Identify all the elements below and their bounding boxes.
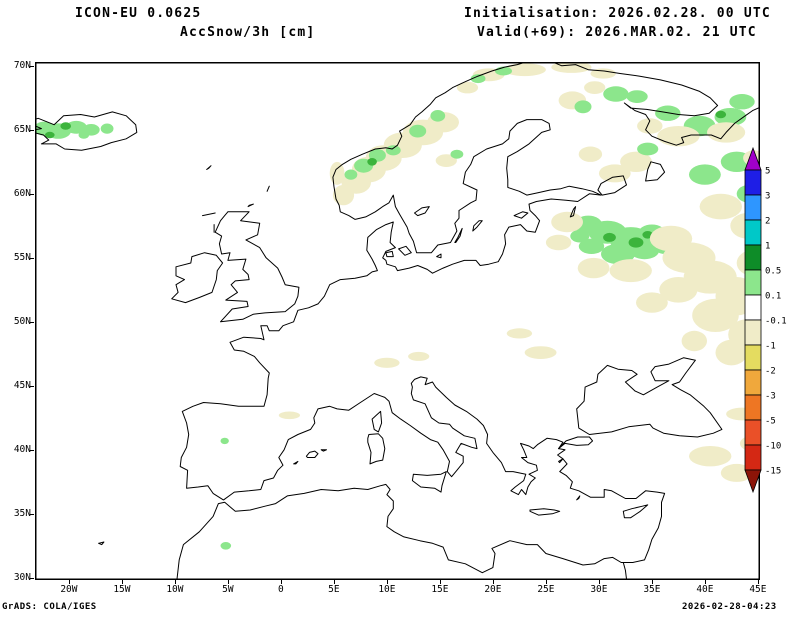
coastline-layer bbox=[35, 62, 760, 580]
lon-tick-mark bbox=[68, 580, 70, 584]
lon-tick-mark bbox=[333, 580, 335, 584]
colorbar-tick-label: -3 bbox=[765, 392, 776, 402]
lon-tick-mark bbox=[492, 580, 494, 584]
lon-tick-mark bbox=[704, 580, 706, 584]
colorbar-tick-label: 1 bbox=[765, 242, 770, 252]
lon-tick-mark bbox=[545, 580, 547, 584]
lon-tick-label: 25E bbox=[537, 584, 555, 595]
valid-time-label: Valid(+69): 2026.MAR.02. 21 UTC bbox=[477, 25, 757, 40]
lat-tick-label: 70N bbox=[13, 59, 31, 71]
colorbar-tick-label: 3 bbox=[765, 192, 770, 202]
colorbar-tick-label: -10 bbox=[765, 442, 781, 452]
colorbar-cell bbox=[744, 394, 762, 421]
colorbar-tick-label: 0.5 bbox=[765, 267, 781, 277]
colorbar-legend: 5 3 2 1 0.5 0.1 -0.1 -1 -2 -3 -5 -10 -15 bbox=[744, 146, 787, 494]
colorbar-tick-label: 5 bbox=[765, 167, 770, 177]
colorbar-bottom-triangle bbox=[744, 469, 762, 494]
lat-tick-label: 45N bbox=[13, 379, 31, 391]
lon-tick-label: 15E bbox=[431, 584, 449, 595]
lon-tick-label: 35E bbox=[643, 584, 661, 595]
colorbar-top-triangle bbox=[744, 146, 762, 171]
lat-tick-mark bbox=[30, 449, 34, 451]
lon-tick-mark bbox=[651, 580, 653, 584]
lat-tick-mark bbox=[30, 129, 34, 131]
product-title: AccSnow/3h [cm] bbox=[180, 25, 316, 40]
creation-timestamp: 2026-02-28-04:23 bbox=[682, 602, 777, 612]
lat-tick-label: 40N bbox=[13, 443, 31, 455]
init-time-label: Initialisation: 2026.02.28. 00 UTC bbox=[464, 6, 771, 21]
colorbar-tick-label: -0.1 bbox=[765, 317, 787, 327]
colorbar-cell bbox=[744, 419, 762, 446]
colorbar-cell bbox=[744, 269, 762, 296]
colorbar-tick-label: 2 bbox=[765, 217, 770, 227]
lon-tick-label: 5E bbox=[328, 584, 340, 595]
lat-tick-mark bbox=[30, 513, 34, 515]
lon-tick-label: 20W bbox=[60, 584, 78, 595]
lon-tick-label: 15W bbox=[113, 584, 131, 595]
lon-tick-label: 10W bbox=[166, 584, 184, 595]
lat-tick-label: 50N bbox=[13, 315, 31, 327]
colorbar-cell bbox=[744, 169, 762, 196]
colorbar-cell bbox=[744, 344, 762, 371]
lon-tick-mark bbox=[280, 580, 282, 584]
lon-tick-mark bbox=[598, 580, 600, 584]
colorbar-cell bbox=[744, 219, 762, 246]
lat-tick-mark bbox=[30, 577, 34, 579]
colorbar-cell bbox=[744, 294, 762, 321]
lat-tick-mark bbox=[30, 385, 34, 387]
lat-tick-label: 30N bbox=[13, 571, 31, 583]
lon-tick-label: 40E bbox=[696, 584, 714, 595]
colorbar-tick-label: -2 bbox=[765, 367, 776, 377]
colorbar-tick-label: -1 bbox=[765, 342, 776, 352]
lat-tick-mark bbox=[30, 65, 34, 67]
lon-tick-mark bbox=[757, 580, 759, 584]
lat-tick-label: 65N bbox=[13, 123, 31, 135]
lat-tick-label: 55N bbox=[13, 251, 31, 263]
map-frame bbox=[35, 62, 760, 580]
lon-tick-mark bbox=[439, 580, 441, 584]
lon-tick-mark bbox=[174, 580, 176, 584]
grads-credit: GrADS: COLA/IGES bbox=[2, 602, 97, 612]
colorbar-tick-label: -15 bbox=[765, 467, 781, 477]
colorbar-cell bbox=[744, 244, 762, 271]
colorbar-tick-label: -5 bbox=[765, 417, 776, 427]
lat-tick-mark bbox=[30, 193, 34, 195]
lat-tick-mark bbox=[30, 321, 34, 323]
lat-tick-mark bbox=[30, 257, 34, 259]
lon-tick-label: 30E bbox=[590, 584, 608, 595]
model-title: ICON-EU 0.0625 bbox=[75, 6, 202, 21]
lon-tick-label: 20E bbox=[484, 584, 502, 595]
lon-tick-label: 45E bbox=[749, 584, 767, 595]
lon-tick-mark bbox=[386, 580, 388, 584]
colorbar-cell bbox=[744, 444, 762, 471]
lon-tick-label: 0 bbox=[278, 584, 284, 595]
colorbar-cell bbox=[744, 319, 762, 346]
lat-tick-label: 60N bbox=[13, 187, 31, 199]
colorbar-cell bbox=[744, 369, 762, 396]
lon-tick-label: 5W bbox=[222, 584, 234, 595]
colorbar-tick-label: 0.1 bbox=[765, 292, 781, 302]
lon-tick-mark bbox=[227, 580, 229, 584]
colorbar-cell bbox=[744, 194, 762, 221]
lat-tick-label: 35N bbox=[13, 507, 31, 519]
lon-tick-label: 10E bbox=[378, 584, 396, 595]
europe-map bbox=[35, 62, 760, 580]
lon-tick-mark bbox=[121, 580, 123, 584]
